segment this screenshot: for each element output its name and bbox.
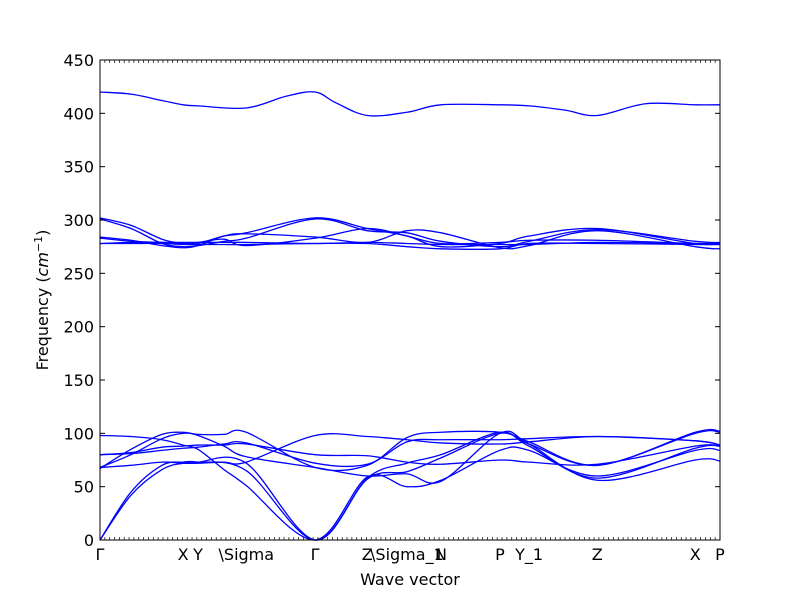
y-tick-label: 200 bbox=[63, 318, 94, 337]
y-tick-label: 250 bbox=[63, 264, 94, 283]
x-tick-label-10: Y_1 bbox=[514, 545, 543, 565]
x-tick-label-4: \Sigma bbox=[219, 545, 275, 564]
y-tick-label: 400 bbox=[63, 104, 94, 123]
y-tick-label: 0 bbox=[84, 531, 94, 550]
y-tick-label: 100 bbox=[63, 424, 94, 443]
dispersion-branch-14 bbox=[99, 241, 721, 246]
dispersion-branch-6 bbox=[99, 434, 721, 541]
x-tick-label-12: X bbox=[690, 545, 701, 564]
dispersion-branch-4 bbox=[99, 430, 721, 484]
y-axis-ticks: 0 50 100 150 200 250 300 350 400 450 bbox=[63, 51, 720, 550]
dispersion-branch-3 bbox=[99, 428, 721, 472]
dispersion-curves bbox=[99, 91, 721, 541]
x-tick-label-8: N bbox=[435, 545, 447, 564]
y-tick-label: 150 bbox=[63, 371, 94, 390]
dispersion-branch-7 bbox=[99, 433, 721, 469]
y-tick-label: 450 bbox=[63, 51, 94, 70]
x-tick-label-6: Z bbox=[362, 545, 373, 564]
dispersion-branch-8 bbox=[99, 435, 721, 468]
y-axis-label-text: Frequency ( bbox=[33, 276, 52, 370]
dispersion-branch-11 bbox=[99, 229, 721, 250]
dispersion-branch-10 bbox=[99, 218, 721, 248]
y-axis-label-exponent: −1 bbox=[32, 236, 45, 252]
dispersion-branch-15 bbox=[99, 91, 721, 117]
dispersion-branch-12 bbox=[99, 227, 721, 247]
y-tick-label: 50 bbox=[74, 478, 94, 497]
x-axis-ticks: Γ X Y \Sigma Γ Z\Sigma_1N P Y_1 Z X P bbox=[96, 60, 725, 565]
y-axis-label: Frequency (cm−1) bbox=[32, 230, 52, 371]
y-axis-label-close: ) bbox=[33, 230, 52, 236]
x-tick-label-2: X bbox=[178, 545, 189, 564]
y-tick-label: 300 bbox=[63, 211, 94, 230]
x-tick-label-3: Y bbox=[192, 545, 203, 564]
x-tick-label-5: Γ bbox=[311, 545, 320, 564]
dispersion-branch-5 bbox=[99, 442, 721, 466]
x-tick-label-13: P bbox=[715, 545, 725, 564]
x-tick-label-7: \Sigma_1 bbox=[370, 545, 444, 565]
x-tick-label-9: P bbox=[495, 545, 505, 564]
y-axis-label-unit: cm bbox=[33, 252, 52, 276]
dispersion-branch-2 bbox=[99, 431, 721, 541]
x-tick-label-11: Z bbox=[592, 545, 603, 564]
plot-frame bbox=[99, 59, 721, 541]
x-tick-label-1: Γ bbox=[96, 545, 105, 564]
y-tick-label: 350 bbox=[63, 158, 94, 177]
x-axis-label: Wave vector bbox=[360, 570, 460, 589]
